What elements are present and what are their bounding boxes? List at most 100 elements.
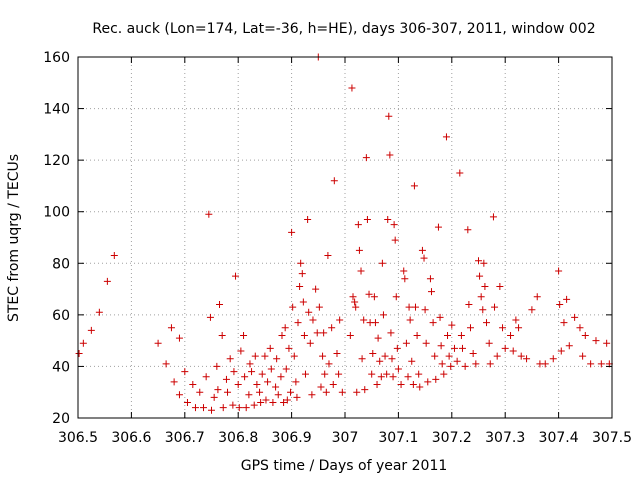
data-point <box>472 360 480 368</box>
data-point <box>251 352 259 360</box>
data-point <box>491 303 499 311</box>
data-point <box>486 360 494 368</box>
y-tick-label: 20 <box>52 411 70 427</box>
data-point <box>560 319 568 327</box>
data-point <box>242 404 250 412</box>
data-point <box>402 339 410 347</box>
data-point <box>461 362 469 370</box>
data-point <box>315 303 323 311</box>
data-point <box>424 378 432 386</box>
data-point <box>333 350 341 358</box>
data-point <box>285 344 293 352</box>
data-point <box>377 373 385 381</box>
data-point <box>199 404 207 412</box>
y-tick-label: 40 <box>52 359 70 375</box>
data-point <box>440 370 448 378</box>
data-point <box>363 215 371 223</box>
data-point <box>304 215 312 223</box>
data-point <box>557 347 565 355</box>
data-point <box>205 210 213 218</box>
data-point <box>509 347 517 355</box>
x-tick-label: 306.6 <box>111 430 151 446</box>
x-tick-label: 306.8 <box>218 430 258 446</box>
data-point <box>245 391 253 399</box>
data-point <box>416 383 424 391</box>
data-point <box>469 350 477 358</box>
data-point <box>431 352 439 360</box>
data-point <box>272 383 280 391</box>
data-point <box>210 393 218 401</box>
data-point <box>175 334 183 342</box>
data-point <box>445 352 453 360</box>
y-tick-label: 80 <box>52 256 70 272</box>
data-point <box>110 252 118 260</box>
data-point <box>280 399 288 407</box>
data-point <box>565 342 573 350</box>
data-point <box>371 319 379 327</box>
data-point <box>218 331 226 339</box>
data-point <box>458 344 466 352</box>
data-point <box>240 331 248 339</box>
data-point <box>437 342 445 350</box>
data-point <box>281 324 289 332</box>
data-point <box>465 301 473 309</box>
data-point <box>346 331 354 339</box>
data-point <box>392 293 400 301</box>
data-point <box>404 373 412 381</box>
data-point <box>329 380 337 388</box>
data-point <box>298 270 306 278</box>
data-point <box>507 331 515 339</box>
data-point <box>481 282 489 290</box>
data-point <box>338 388 346 396</box>
data-point <box>496 282 504 290</box>
data-point <box>297 259 305 267</box>
data-point <box>206 313 214 321</box>
data-point <box>269 399 277 407</box>
data-point <box>308 391 316 399</box>
x-tick-label: 307.1 <box>378 430 418 446</box>
data-point <box>383 370 391 378</box>
data-point <box>391 236 399 244</box>
data-point <box>381 352 389 360</box>
data-point <box>273 355 281 363</box>
data-point <box>418 246 426 254</box>
data-point <box>444 331 452 339</box>
data-point <box>512 316 520 324</box>
data-point <box>305 308 313 316</box>
data-point <box>103 277 111 285</box>
data-point <box>579 352 587 360</box>
data-point <box>282 365 290 373</box>
data-point <box>528 306 536 314</box>
data-point <box>457 331 465 339</box>
data-point <box>406 316 414 324</box>
data-point <box>456 169 464 177</box>
x-tick-label: 307 <box>332 430 359 446</box>
data-point <box>357 267 365 275</box>
x-axis-label: GPS time / Days of year 2011 <box>241 458 448 474</box>
data-point <box>370 293 378 301</box>
data-point <box>301 370 309 378</box>
data-point <box>294 319 302 327</box>
data-point <box>287 388 295 396</box>
data-point <box>384 215 392 223</box>
data-point <box>234 380 242 388</box>
data-point <box>202 373 210 381</box>
data-point <box>75 350 83 358</box>
data-point <box>191 404 199 412</box>
data-point <box>154 339 162 347</box>
data-point <box>378 259 386 267</box>
data-point <box>394 365 402 373</box>
data-point <box>322 388 330 396</box>
data-point <box>353 388 361 396</box>
data-point <box>368 370 376 378</box>
data-point <box>489 213 497 221</box>
data-point <box>571 313 579 321</box>
data-point <box>170 378 178 386</box>
data-point <box>309 316 317 324</box>
data-point <box>411 303 419 311</box>
y-tick-labels: 20 40 60 80 100 120 140 160 <box>43 50 70 427</box>
data-point <box>603 339 611 347</box>
data-point <box>250 401 258 409</box>
data-point <box>264 378 272 386</box>
